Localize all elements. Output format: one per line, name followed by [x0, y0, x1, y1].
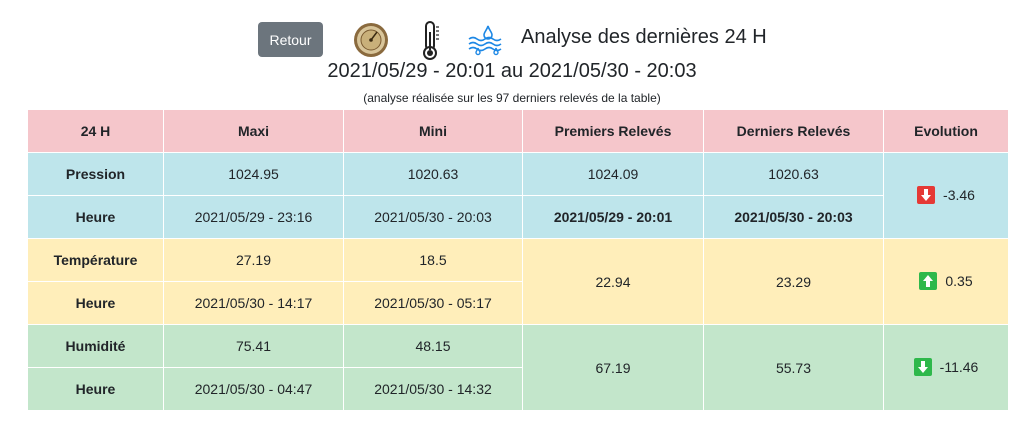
arrow-down-icon	[913, 358, 932, 376]
table-row-pression-heure: Heure 2021/05/29 - 23:16 2021/05/30 - 20…	[27, 195, 1009, 239]
row-label-temperature: Température	[27, 238, 164, 282]
table-row-humidite: Humidité 75.41 48.15 67.19 55.73 -11.46	[27, 324, 1009, 411]
column-header-24h: 24 H	[27, 109, 164, 153]
table-row-pression: Pression 1024.95 1020.63 1024.09 1020.63…	[27, 152, 1009, 239]
pression-mini: 1020.63	[343, 152, 523, 196]
column-header-evolution: Evolution	[883, 109, 1009, 153]
humidite-evolution: -11.46	[883, 324, 1009, 411]
back-button[interactable]: Retour	[258, 22, 323, 57]
table-row-humidite-heure: Heure 2021/05/30 - 04:47 2021/05/30 - 14…	[27, 367, 1009, 411]
table-header-row: 24 H Maxi Mini Premiers Relevés Derniers…	[27, 109, 1009, 153]
pression-evolution-value: -3.46	[943, 187, 975, 203]
arrow-up-icon	[919, 272, 938, 290]
temperature-first: 22.94	[522, 238, 704, 325]
pression-evolution: -3.46	[883, 152, 1009, 239]
humidite-maxi: 75.41	[163, 324, 344, 368]
table-row-temperature: Température 27.19 18.5 22.94 23.29 0.35	[27, 238, 1009, 325]
page-header: Retour Analyse des dernières 24 H	[0, 20, 1024, 60]
thermometer-icon	[423, 21, 439, 60]
date-range: 2021/05/29 - 20:01 au 2021/05/30 - 20:03	[327, 60, 697, 82]
humidite-maxi-time: 2021/05/30 - 04:47	[163, 367, 344, 411]
row-label-humidite: Humidité	[27, 324, 164, 368]
pression-maxi: 1024.95	[163, 152, 344, 196]
row-label-heure: Heure	[27, 281, 164, 325]
pression-maxi-time: 2021/05/29 - 23:16	[163, 195, 344, 239]
column-header-derniers-releves: Derniers Relevés	[703, 109, 884, 153]
table-row-temperature-heure: Heure 2021/05/30 - 14:17 2021/05/30 - 05…	[27, 281, 1009, 325]
pression-last: 1020.63	[703, 152, 884, 196]
row-label-heure: Heure	[27, 367, 164, 411]
temperature-mini: 18.5	[343, 238, 523, 282]
humidite-first: 67.19	[522, 324, 704, 411]
arrow-down-icon	[917, 186, 936, 204]
humidity-icon	[468, 25, 502, 56]
humidite-mini-time: 2021/05/30 - 14:32	[343, 367, 523, 411]
column-header-premiers-releves: Premiers Relevés	[522, 109, 704, 153]
pression-mini-time: 2021/05/30 - 20:03	[343, 195, 523, 239]
temperature-maxi: 27.19	[163, 238, 344, 282]
row-label-heure: Heure	[27, 195, 164, 239]
temperature-mini-time: 2021/05/30 - 05:17	[343, 281, 523, 325]
pression-last-time: 2021/05/30 - 20:03	[703, 195, 884, 239]
humidite-mini: 48.15	[343, 324, 523, 368]
page-title: Analyse des dernières 24 H	[521, 26, 767, 48]
analysis-note: (analyse réalisée sur les 97 derniers re…	[363, 91, 661, 105]
pression-first-time: 2021/05/29 - 20:01	[522, 195, 704, 239]
column-header-mini: Mini	[343, 109, 523, 153]
temperature-last: 23.29	[703, 238, 884, 325]
temperature-evolution: 0.35	[883, 238, 1009, 325]
humidite-last: 55.73	[703, 324, 884, 411]
row-label-pression: Pression	[27, 152, 164, 196]
temperature-maxi-time: 2021/05/30 - 14:17	[163, 281, 344, 325]
humidite-evolution-value: -11.46	[939, 359, 979, 375]
pression-first: 1024.09	[522, 152, 704, 196]
barometer-icon	[354, 23, 388, 57]
analysis-table: 24 H Maxi Mini Premiers Relevés Derniers…	[27, 109, 1009, 411]
column-header-maxi: Maxi	[163, 109, 344, 153]
temperature-evolution-value: 0.35	[945, 273, 973, 289]
